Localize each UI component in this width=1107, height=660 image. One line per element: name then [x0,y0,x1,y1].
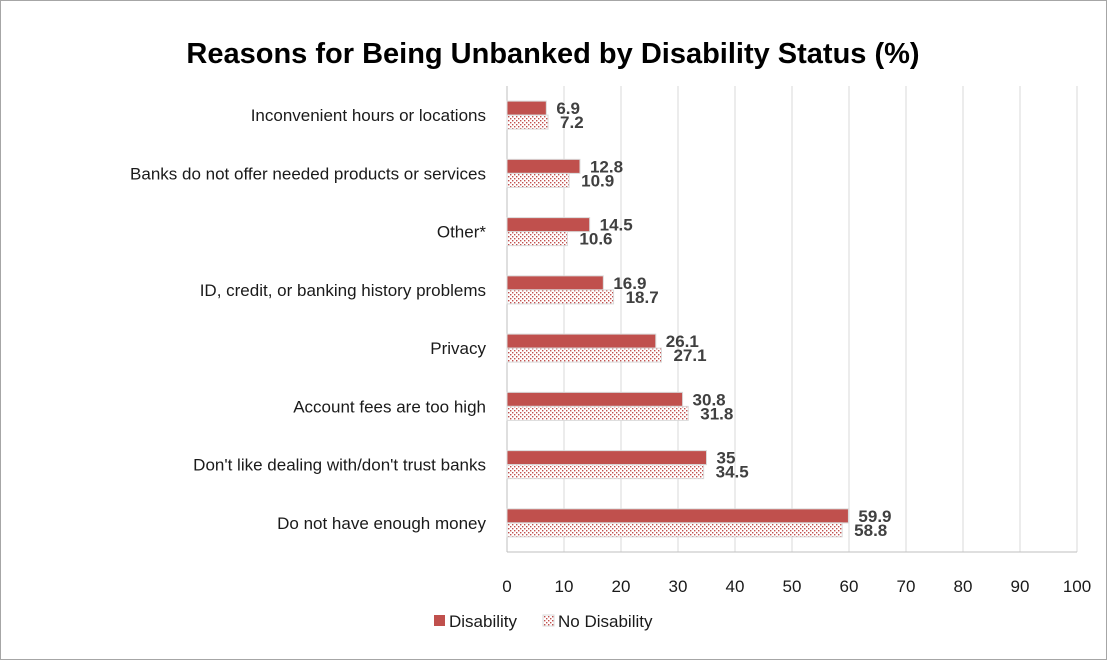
gridlines [506,86,1078,553]
bar-disability [506,217,591,233]
category-label: ID, credit, or banking history problems [200,281,486,300]
x-tick-label: 10 [555,577,574,596]
category-label: Don't like dealing with/don't trust bank… [193,456,486,475]
bar-disability [506,450,707,466]
bar-disability [506,391,684,407]
x-tick-label: 60 [840,577,859,596]
bar-disability [506,275,604,291]
legend-swatch-disability [434,615,445,626]
bar-disability [506,100,547,116]
data-label: 59.9 [858,507,891,526]
bar-disability [506,333,657,349]
category-label: Do not have enough money [277,514,486,533]
category-label: Banks do not offer needed products or se… [130,164,486,183]
bar-no-disability [506,114,549,130]
bar-no-disability [506,231,568,247]
bar-no-disability [506,464,705,480]
bar-no-disability [506,405,689,421]
bar-no-disability [506,289,615,305]
data-label: 12.8 [590,157,623,176]
bar-no-disability [506,172,570,188]
bar-disability [506,508,849,524]
data-label: 58.8 [854,521,887,540]
data-label: 30.8 [693,390,726,409]
x-tick-label: 80 [954,577,973,596]
data-label: 14.5 [600,216,633,235]
data-label: 27.1 [673,346,706,365]
data-label: 26.1 [666,332,699,351]
x-tick-label: 90 [1011,577,1030,596]
x-tick-label: 100 [1063,577,1091,596]
data-label: 31.8 [700,404,733,423]
x-tick-label: 20 [612,577,631,596]
bar-disability [506,158,581,174]
x-tick-label: 30 [669,577,688,596]
chart-title: Reasons for Being Unbanked by Disability… [186,38,919,70]
category-label: Privacy [430,339,486,358]
bar-no-disability [506,522,843,538]
data-label: 6.9 [556,99,580,118]
x-tick-label: 0 [502,577,511,596]
bar-no-disability [506,347,662,363]
data-label: 18.7 [626,288,659,307]
bars [506,100,849,538]
category-label: Other* [437,223,487,242]
data-labels: 6.97.2 12.810.9 14.510.6 16.918.7 26.127.1 30… [556,99,891,540]
category-label: Inconvenient hours or locations [251,106,486,125]
data-label: 7.2 [560,113,584,132]
data-label: 10.6 [579,230,612,249]
legend-label-no-disability: No Disability [558,612,653,631]
category-labels: Inconvenient hours or locations Banks do … [130,106,486,533]
data-label: 35 [717,449,736,468]
data-label: 16.9 [613,274,646,293]
x-tick-label: 70 [897,577,916,596]
legend: Disability No Disability [434,612,653,631]
x-tick-label: 50 [783,577,802,596]
x-tick-labels: 0 10 20 30 40 50 60 70 80 90 100 [502,577,1091,596]
legend-label-disability: Disability [449,612,518,631]
data-label: 34.5 [716,463,749,482]
legend-swatch-no-disability [542,614,555,627]
category-label: Account fees are too high [293,397,486,416]
data-label: 10.9 [581,171,614,190]
x-tick-label: 40 [726,577,745,596]
